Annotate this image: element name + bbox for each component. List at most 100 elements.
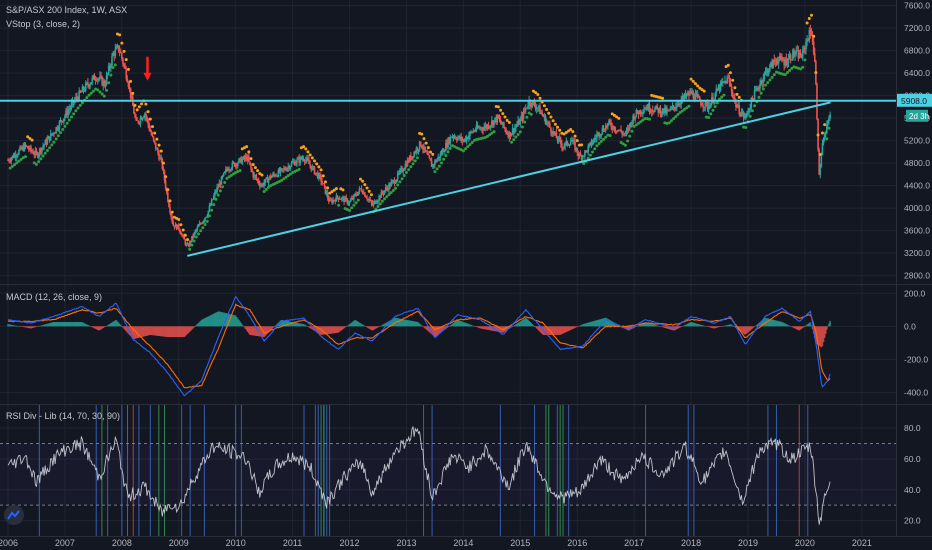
candle-body xyxy=(737,105,739,108)
last-price-badge[interactable] xyxy=(897,93,932,107)
tradingview-logo-icon[interactable] xyxy=(4,505,24,525)
macd-histogram-bar xyxy=(253,326,256,336)
macd-histogram-bar xyxy=(274,326,276,327)
candle-body xyxy=(183,235,186,240)
macd-histogram-bar xyxy=(665,326,667,329)
vstop-down-marker xyxy=(159,149,163,153)
price-pane[interactable] xyxy=(0,13,896,257)
macd-histogram-bar xyxy=(176,326,179,338)
candle-body xyxy=(516,124,518,127)
vstop-up-marker xyxy=(770,75,774,79)
candle-body xyxy=(251,168,253,172)
vstop-up-marker xyxy=(69,115,73,119)
macd-histogram-bar xyxy=(204,318,206,327)
macd-histogram-bar xyxy=(373,326,376,330)
candle-body xyxy=(560,139,562,144)
candle-body xyxy=(47,136,50,140)
candle-body xyxy=(715,88,718,94)
rsi-pane[interactable] xyxy=(0,426,896,525)
candle-body xyxy=(557,137,560,141)
macd-histogram-bar xyxy=(336,326,339,333)
candle-body xyxy=(285,169,287,171)
candle-body xyxy=(662,108,665,114)
candle-body xyxy=(766,69,769,74)
vstop-down-marker xyxy=(534,91,538,95)
candle-body xyxy=(472,130,475,133)
candle-body xyxy=(459,136,461,140)
macd-histogram-bar xyxy=(106,325,109,327)
macd-histogram-bar xyxy=(749,326,751,331)
vstop-down-marker xyxy=(126,67,130,71)
macd-histogram-bar xyxy=(708,326,711,328)
candle-body xyxy=(689,91,691,96)
macd-histogram-bar xyxy=(145,326,147,337)
vstop-up-marker xyxy=(212,203,216,207)
candle-body xyxy=(801,49,804,58)
y-tick-label: 3600.0 xyxy=(904,226,930,236)
macd-histogram-bar xyxy=(78,322,80,327)
macd-histogram-bar xyxy=(174,326,177,338)
candle-body xyxy=(336,195,339,198)
macd-histogram-bar xyxy=(404,319,407,327)
macd-histogram-bar xyxy=(223,312,226,327)
vstop-up-marker xyxy=(783,73,787,77)
candle-body xyxy=(537,107,539,109)
candle-body xyxy=(624,132,627,134)
candle-body xyxy=(274,174,276,177)
vstop-down-marker xyxy=(120,41,124,45)
macd-histogram-bar xyxy=(474,326,477,327)
macd-histogram-bar xyxy=(136,326,138,339)
candle-body xyxy=(290,162,293,167)
candle-body xyxy=(93,75,96,81)
macd-histogram-bar xyxy=(376,326,378,329)
vstop-indicator-label[interactable]: VStop (3, close, 2) xyxy=(6,19,81,29)
pane-dividers[interactable] xyxy=(0,0,932,537)
rsi-indicator-label[interactable]: RSI Div - Lib (14, 70, 30, 90) xyxy=(6,411,121,421)
macd-indicator-label[interactable]: MACD (12, 26, close, 9) xyxy=(6,292,103,302)
vstop-up-marker xyxy=(523,120,527,124)
vstop-down-marker xyxy=(575,139,579,143)
candle-body xyxy=(775,60,778,63)
candle-body xyxy=(203,220,205,222)
y-tick-label: 4800.0 xyxy=(904,158,930,168)
candle-body xyxy=(747,112,749,114)
candle-body xyxy=(417,149,420,151)
vstop-up-marker xyxy=(439,161,443,165)
candle-body xyxy=(540,112,542,114)
macd-histogram-bar xyxy=(219,311,222,327)
candle-body xyxy=(657,108,660,113)
macd-pane[interactable] xyxy=(7,295,831,397)
candle-body xyxy=(220,176,223,185)
vstop-down-marker xyxy=(161,161,165,165)
rising-trendline[interactable] xyxy=(187,101,831,257)
vstop-up-marker xyxy=(391,188,395,192)
candle-body xyxy=(273,173,275,175)
vstop-down-marker xyxy=(135,108,139,112)
candle-body xyxy=(773,59,776,62)
x-tick-label: 2011 xyxy=(283,538,302,548)
macd-histogram-bar xyxy=(37,326,40,327)
candle-body xyxy=(138,122,141,124)
macd-histogram-bar xyxy=(364,325,366,327)
macd-histogram-bar xyxy=(780,321,782,327)
symbol-title[interactable]: S&P/ASX 200 Index, 1W, ASX xyxy=(6,5,128,15)
macd-histogram-bar xyxy=(801,326,804,328)
candle-body xyxy=(40,148,42,153)
macd-histogram-bar xyxy=(318,326,320,334)
macd-histogram-bar xyxy=(342,326,344,330)
macd-histogram-bar xyxy=(263,326,265,338)
macd-histogram-bar xyxy=(177,326,180,338)
vstop-down-marker xyxy=(28,136,32,140)
candle-body xyxy=(14,154,17,158)
candle-body xyxy=(774,60,777,62)
candle-body xyxy=(531,101,534,107)
vstop-up-marker xyxy=(761,87,765,91)
red-arrow-head-icon[interactable] xyxy=(143,72,152,81)
macd-histogram-bar xyxy=(365,326,367,327)
vstop-down-marker xyxy=(330,190,334,194)
candle-body xyxy=(699,97,701,102)
vstop-up-marker xyxy=(678,111,682,115)
vstop-up-marker xyxy=(113,63,117,67)
candle-body xyxy=(798,52,801,59)
